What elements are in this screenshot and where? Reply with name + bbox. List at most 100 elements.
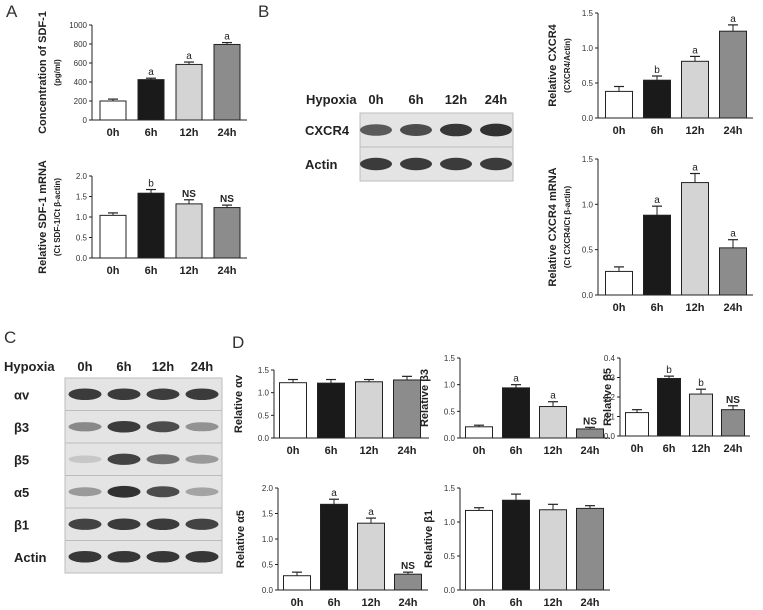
blot-band — [360, 124, 392, 136]
bar-24h — [394, 573, 422, 591]
bar-12h — [175, 203, 203, 259]
blot-band — [146, 388, 180, 400]
blot-band — [146, 454, 180, 465]
bar-24h — [213, 43, 241, 121]
bar-0h — [605, 90, 633, 119]
blot-band — [360, 157, 392, 171]
blot-band — [185, 388, 219, 401]
blot-band — [440, 157, 472, 171]
y-axis-label: Concentration of SDF-1 — [37, 11, 49, 134]
bar-12h — [539, 406, 567, 439]
blot-band — [107, 420, 141, 433]
y-tick-label: 1.5 — [582, 155, 594, 164]
significance-label: a — [368, 507, 374, 518]
blot-band — [185, 487, 219, 497]
blot-row-label: β5 — [14, 452, 29, 467]
x-tick-label: 0h — [287, 445, 300, 457]
y-axis-sublabel: (pg/ml) — [53, 59, 62, 86]
blot-band — [185, 550, 219, 563]
significance-label: a — [654, 195, 660, 206]
panel-letter-a: A — [6, 2, 18, 21]
blot-band — [146, 550, 180, 563]
blot-band — [400, 124, 432, 136]
bar-6h — [317, 382, 345, 439]
significance-label: a — [730, 14, 736, 25]
chart-b2: 0.0 0.5 1.0 1.5 0h a 6h a 12h a 24h Relative CXCR4 … — [547, 155, 753, 314]
chart-d2: 0.0 0.5 1.0 1.5 0h a 6h a 12h NS 24h Relative β3 — [419, 354, 610, 457]
y-tick-label: 0.5 — [258, 411, 270, 420]
bar-0h — [283, 575, 311, 591]
x-tick-label: 24h — [218, 127, 237, 139]
bar-6h — [320, 503, 348, 591]
y-axis-label: Relative β3 — [419, 369, 431, 427]
bar-12h — [681, 60, 709, 119]
blot-band — [480, 123, 512, 137]
blot-b: Hypoxia 0h 6h 12h 24h CXCR4 Actin — [305, 92, 514, 182]
x-tick-label: 24h — [218, 265, 237, 277]
blot-row-label: Actin — [305, 157, 338, 172]
blot-band — [68, 550, 102, 563]
bar-0h — [605, 270, 633, 296]
y-tick-label: 1.5 — [444, 354, 456, 363]
lane-label: 12h — [445, 92, 467, 107]
y-tick-label: 0.1 — [604, 413, 616, 422]
y-tick-label: 2.0 — [262, 484, 274, 493]
bar-0h — [625, 412, 649, 437]
significance-label: a — [331, 488, 337, 499]
y-axis-label: Relative β5 — [602, 368, 614, 426]
blot-band — [185, 422, 219, 432]
bar-24h — [576, 428, 604, 439]
blot-band — [185, 454, 219, 464]
blot-band — [107, 485, 141, 498]
blot-band — [480, 157, 512, 171]
x-tick-label: 12h — [180, 127, 199, 139]
y-tick-label: 1.0 — [262, 535, 274, 544]
x-tick-label: 6h — [328, 597, 341, 609]
bar-0h — [99, 100, 127, 121]
x-tick-label: 12h — [686, 302, 705, 314]
significance-label: NS — [401, 561, 415, 572]
x-tick-label: 24h — [399, 597, 418, 609]
y-tick-label: 1000 — [69, 21, 87, 30]
lane-label: 6h — [116, 359, 131, 374]
blot-band — [107, 518, 141, 531]
significance-label: b — [666, 365, 672, 376]
significance-label: a — [692, 45, 698, 56]
y-tick-label: 1.0 — [76, 213, 88, 222]
chart-d3: 0.0 0.1 0.2 0.3 0.4 0h b 6h b 12h NS 24h Relative β5 — [602, 354, 750, 455]
y-tick-label: 0 — [83, 116, 88, 125]
blot-band — [146, 421, 180, 433]
lane-label: 24h — [485, 92, 507, 107]
y-axis-label: Relative CXCR4 mRNA — [547, 167, 559, 286]
x-tick-label: 6h — [651, 125, 664, 137]
bar-6h — [502, 387, 530, 439]
bar-12h — [357, 522, 385, 591]
bar-6h — [137, 192, 165, 259]
significance-label: a — [730, 229, 736, 240]
blot-c: Hypoxia 0h 6h 12h 24h αv β3 β5 α5 β1 Actin — [4, 359, 223, 574]
bar-charts: 0 200 400 600 800 1000 0h a 6h a 12h a 24h Concentrat… — [37, 9, 753, 609]
blot-band — [146, 518, 180, 531]
significance-label: b — [698, 378, 704, 389]
significance-label: a — [550, 391, 556, 402]
significance-label: a — [148, 67, 154, 78]
x-tick-label: 6h — [651, 302, 664, 314]
x-tick-label: 12h — [360, 445, 379, 457]
x-tick-label: 12h — [180, 265, 199, 277]
chart-d5: 0.0 0.5 1.0 1.5 0h 6h 12h 24h Relative β1 — [423, 484, 610, 609]
x-tick-label: 24h — [724, 302, 743, 314]
lane-label: 12h — [152, 359, 174, 374]
y-axis-label: Relative α5 — [235, 510, 247, 568]
bar-24h — [719, 30, 747, 119]
bar-0h — [99, 214, 127, 259]
bar-6h — [502, 499, 530, 591]
chart-d1: 0.0 0.5 1.0 1.5 0h 6h 12h 24h Relative αv — [233, 366, 429, 457]
y-axis-label: Relative β1 — [423, 510, 435, 568]
panel-letter-c: C — [4, 328, 16, 347]
bar-24h — [213, 207, 241, 259]
y-tick-label: 0.5 — [582, 246, 594, 255]
blot-row-label: Actin — [14, 550, 47, 565]
y-tick-label: 0.0 — [444, 586, 456, 595]
y-axis-sublabel: (CXCR4/Actin) — [563, 38, 572, 93]
blot-band — [440, 123, 472, 137]
